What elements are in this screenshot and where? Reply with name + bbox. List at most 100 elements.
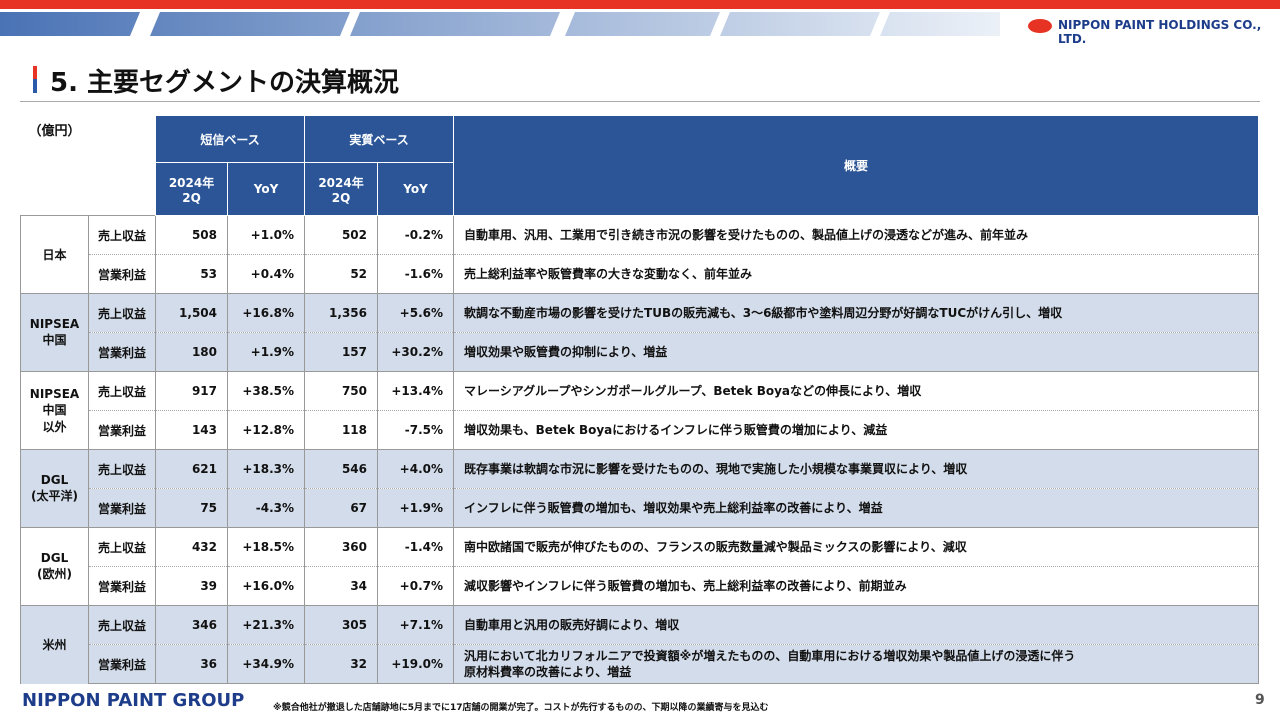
yoy: +34.9% [227, 644, 306, 684]
company-name: NIPPON PAINT HOLDINGS CO., LTD. [1058, 18, 1262, 46]
brand: NIPPON PAINT GROUP [22, 690, 245, 711]
value: 346 [155, 605, 229, 645]
value: 75 [155, 488, 229, 528]
table-row: 営業利益 53 +0.4% 52 -1.6% 売上総利益率や販管費率の大きな変動なく、前年… [21, 254, 1260, 294]
table-row: NIPSEA 中国 以外 売上収益 917 +38.5% 750 +13.4% マレーシアグ… [20, 371, 1260, 450]
footnote: ※競合他社が撤退した店舗跡地に5月までに17店舗の開業が完了。コストが先行するも… [273, 703, 769, 713]
row-label: 売上収益 [87, 605, 157, 645]
table-row: NIPSEA 中国 売上収益 1,504 +16.8% 1,356 +5.6% 軟調な不動産… [20, 293, 1260, 372]
value: 546 [304, 449, 379, 489]
value: 360 [304, 527, 379, 567]
summary: 南中欧諸国で販売が伸びたものの、フランスの販売数量減や製品ミックスの影響により、… [453, 527, 1260, 567]
summary: 汎用において北カリフォルニアで投資額※が増えたものの、自動車用における増収効果や… [453, 644, 1260, 684]
row-label: 営業利益 [87, 644, 157, 684]
page-number: 9 [1255, 692, 1265, 708]
value: 508 [155, 215, 229, 255]
group-header: 短信ベース [155, 115, 306, 163]
segment-name: DGL (欧州) [20, 527, 89, 606]
row-label: 売上収益 [87, 215, 157, 255]
segment-name: 米州 [20, 605, 89, 684]
yoy: -7.5% [377, 410, 455, 450]
yoy: +30.2% [377, 332, 455, 372]
sub-header: 2024年 2Q [155, 162, 229, 216]
value: 1,356 [304, 293, 379, 333]
unit-label: （億円） [28, 123, 81, 139]
summary: マレーシアグループやシンガポールグループ、Betek Boyaなどの伸長により、… [453, 371, 1260, 411]
segment-table: （億円） 短信ベース 実質ベース 概要 2024年 2Q YoY 2024年 2Q Y… [20, 115, 1260, 684]
summary: 売上総利益率や販管費率の大きな変動なく、前年並み [453, 254, 1260, 294]
value: 432 [155, 527, 229, 567]
segment-name: 日本 [20, 215, 89, 294]
table-row: DGL (欧州) 売上収益 432 +18.5% 360 -1.4% 南中欧諸国で販売が伸び… [20, 527, 1260, 606]
row-label: 営業利益 [87, 488, 157, 528]
yoy: -4.3% [227, 488, 306, 528]
yoy: -1.4% [377, 527, 455, 567]
group-header: 実質ベース [304, 115, 455, 163]
value: 36 [155, 644, 229, 684]
yoy: +1.9% [227, 332, 306, 372]
row-label: 営業利益 [87, 254, 157, 294]
summary: 減収影響やインフレに伴う販管費の増加も、売上総利益率の改善により、前期並み [453, 566, 1260, 606]
value: 118 [304, 410, 379, 450]
value: 180 [155, 332, 229, 372]
value: 1,504 [155, 293, 229, 333]
summary-header: 概要 [453, 115, 1260, 216]
yoy: +18.5% [227, 527, 306, 567]
value: 32 [304, 644, 379, 684]
yoy: +18.3% [227, 449, 306, 489]
value: 750 [304, 371, 379, 411]
value: 143 [155, 410, 229, 450]
yoy: -0.2% [377, 215, 455, 255]
top-banner [0, 0, 1280, 40]
yoy: +21.3% [227, 605, 306, 645]
value: 34 [304, 566, 379, 606]
segment-name: DGL (太平洋) [20, 449, 89, 528]
summary: 既存事業は軟調な市況に影響を受けたものの、現地で実施した小規模な事業買収により、… [453, 449, 1260, 489]
summary: 自動車用、汎用、工業用で引き続き市況の影響を受けたものの、製品値上げの浸透などが… [453, 215, 1260, 255]
summary: インフレに伴う販管費の増加も、増収効果や売上総利益率の改善により、増益 [453, 488, 1260, 528]
row-label: 売上収益 [87, 449, 157, 489]
sub-header: YoY [377, 162, 455, 216]
summary: 増収効果や販管費の抑制により、増益 [453, 332, 1260, 372]
yoy: +0.7% [377, 566, 455, 606]
yoy: +0.4% [227, 254, 306, 294]
title-accent [33, 79, 37, 93]
table-row: 営業利益 39 +16.0% 34 +0.7% 減収影響やインフレに伴う販管費の増加も、売… [21, 566, 1260, 606]
value: 305 [304, 605, 379, 645]
table-row: 米州 売上収益 346 +21.3% 305 +7.1% 自動車用と汎用の販売好調により、増… [20, 605, 1260, 684]
value: 53 [155, 254, 229, 294]
value: 502 [304, 215, 379, 255]
segment-name: NIPSEA 中国 以外 [20, 371, 89, 450]
table-row: 営業利益 143 +12.8% 118 -7.5% 増収効果も、Betek Boyaにおけ… [21, 410, 1260, 450]
yoy: -1.6% [377, 254, 455, 294]
value: 917 [155, 371, 229, 411]
table-row: 営業利益 36 +34.9% 32 +19.0% 汎用において北カリフォルニアで投資額※が… [21, 644, 1260, 684]
summary: 増収効果も、Betek Boyaにおけるインフレに伴う販管費の増加により、減益 [453, 410, 1260, 450]
yoy: +16.8% [227, 293, 306, 333]
table-row: DGL (太平洋) 売上収益 621 +18.3% 546 +4.0% 既存事業は軟調な市況… [20, 449, 1260, 528]
title-accent [33, 66, 37, 79]
yoy: +13.4% [377, 371, 455, 411]
sub-header: 2024年 2Q [304, 162, 379, 216]
yoy: +5.6% [377, 293, 455, 333]
yoy: +7.1% [377, 605, 455, 645]
yoy: +19.0% [377, 644, 455, 684]
row-label: 売上収益 [87, 293, 157, 333]
row-label: 営業利益 [87, 410, 157, 450]
value: 67 [304, 488, 379, 528]
row-label: 売上収益 [87, 527, 157, 567]
segment-name: NIPSEA 中国 [20, 293, 89, 372]
yoy: +1.0% [227, 215, 306, 255]
summary: 軟調な不動産市場の影響を受けたTUBの販売減も、3～6級都市や塗料周辺分野が好調… [453, 293, 1260, 333]
row-label: 営業利益 [87, 566, 157, 606]
title-rule [20, 101, 1260, 102]
yoy: +12.8% [227, 410, 306, 450]
table-row: 日本 売上収益 508 +1.0% 502 -0.2% 自動車用、汎用、工業用で引き続き市況… [20, 215, 1260, 294]
table-row: 営業利益 75 -4.3% 67 +1.9% インフレに伴う販管費の増加も、増収効果や売上… [21, 488, 1260, 528]
yoy: +1.9% [377, 488, 455, 528]
value: 157 [304, 332, 379, 372]
table-row: 営業利益 180 +1.9% 157 +30.2% 増収効果や販管費の抑制により、増益 [21, 332, 1260, 372]
slide-title: 5. 主要セグメントの決算概況 [50, 68, 400, 98]
row-label: 営業利益 [87, 332, 157, 372]
